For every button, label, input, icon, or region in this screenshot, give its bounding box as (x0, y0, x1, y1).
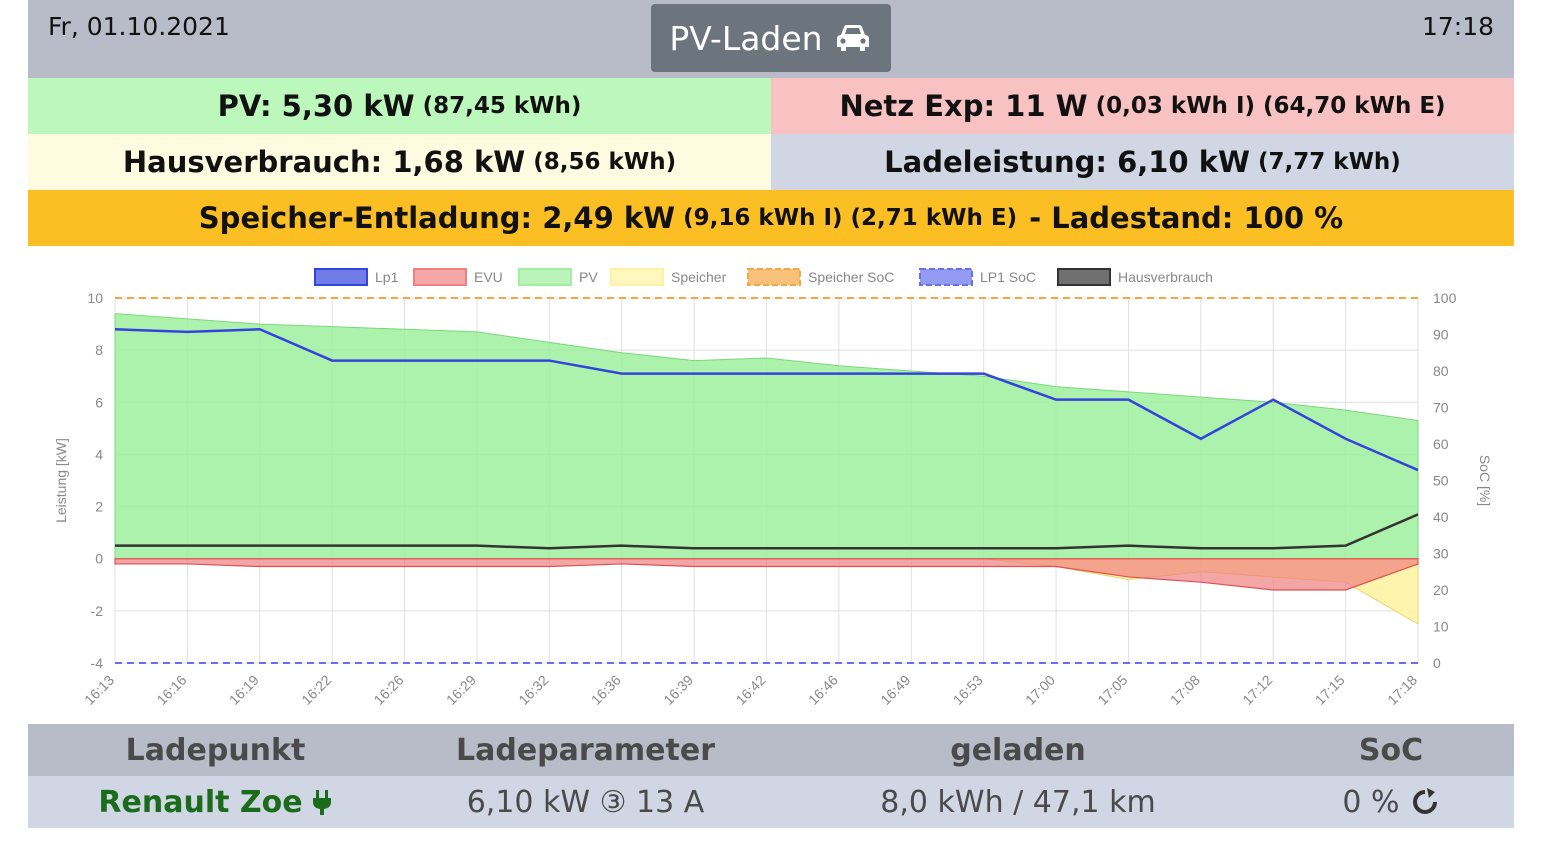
legend-label: PV (579, 269, 598, 285)
y2-tick-label: 50 (1433, 473, 1449, 489)
summary-row-2: Hausverbrauch: 1,68 kW (8,56 kWh) Ladele… (28, 134, 1514, 190)
charge-power: Ladeleistung: 6,10 kW (884, 145, 1250, 179)
legend-label: Speicher SoC (808, 269, 894, 285)
chargepoint-header: Ladepunkt Ladeparameter geladen SoC (28, 724, 1514, 776)
legend-swatch (919, 268, 973, 286)
y2-tick-label: 100 (1433, 290, 1457, 306)
y2-tick-label: 40 (1433, 509, 1449, 525)
header-bar: Fr, 01.10.2021 PV-Laden 17:18 (28, 0, 1514, 78)
battery-energy: (9,16 kWh I) (2,71 kWh E) (683, 205, 1018, 231)
x-tick-label: 17:18 (1384, 672, 1420, 708)
x-tick-label: 16:13 (81, 672, 117, 708)
legend-label: EVU (474, 269, 503, 285)
pv-energy: (87,45 kWh) (422, 93, 582, 119)
chargepoint-row[interactable]: Renault Zoe 6,10 kW ③ 13 A 8,0 kWh / 47,… (28, 776, 1514, 828)
x-tick-label: 17:15 (1312, 672, 1348, 708)
x-tick-label: 16:26 (371, 672, 407, 708)
charge-summary: Ladeleistung: 6,10 kW (7,77 kWh) (771, 134, 1514, 190)
x-tick-label: 16:39 (660, 672, 696, 708)
x-tick-label: 16:42 (733, 672, 769, 708)
pv-power: PV: 5,30 kW (217, 89, 415, 123)
power-chart[interactable]: 10 8 6 4 2 0 -2 -4 100 90 80 70 60 50 40 30 20 10 0 16:13 16… (28, 258, 1514, 720)
legend-label: LP1 SoC (980, 269, 1036, 285)
y2-tick-label: 20 (1433, 582, 1449, 598)
y-tick-label: 4 (95, 446, 103, 462)
x-tick-label: 17:00 (1022, 672, 1058, 708)
legend-swatch (518, 268, 572, 286)
pv-summary: PV: 5,30 kW (87,45 kWh) (28, 78, 771, 134)
charge-mode-label: PV-Laden (669, 18, 823, 58)
y-tick-label: -4 (91, 655, 104, 671)
car-icon (836, 25, 869, 51)
col-geladen: geladen (950, 732, 1086, 768)
time-display: 17:18 (1421, 12, 1494, 41)
series-area-evu (114, 558, 1419, 591)
y2-axis-title: SoC [%] (1477, 455, 1493, 506)
x-tick-label: 17:08 (1167, 672, 1203, 708)
grid-summary: Netz Exp: 11 W (0,03 kWh I) (64,70 kWh E… (771, 78, 1514, 134)
x-tick-label: 16:46 (805, 672, 841, 708)
battery-power: Speicher-Entladung: 2,49 kW (198, 201, 676, 235)
col-ladepunkt: Ladepunkt (125, 732, 306, 768)
y2-tick-label: 90 (1433, 327, 1449, 343)
y2-tick-label: 30 (1433, 546, 1449, 562)
col-soc: SoC (1358, 732, 1424, 768)
legend-label: Hausverbrauch (1118, 269, 1213, 285)
refresh-icon[interactable] (1410, 787, 1440, 817)
house-energy: (8,56 kWh) (533, 149, 677, 175)
y2-tick-label: 10 (1433, 619, 1449, 635)
soc-value: 0 % (1342, 784, 1400, 820)
charge-parameters: 6,10 kW ③ 13 A (466, 784, 705, 820)
series-area-pv (114, 313, 1419, 560)
series-line-hausverbrauch (115, 513, 1419, 550)
col-ladeparameter: Ladeparameter (455, 732, 716, 768)
legend-swatch (610, 268, 664, 286)
y-tick-label: 0 (95, 551, 103, 567)
y-axis-title: Leistung [kW] (53, 438, 69, 523)
y2-tick-label: 0 (1433, 655, 1441, 671)
legend-swatch (1057, 268, 1111, 286)
battery-level: - Ladestand: 100 % (1029, 201, 1344, 235)
charge-mode-button[interactable]: PV-Laden (651, 4, 891, 72)
grid-energy: (0,03 kWh I) (64,70 kWh E) (1095, 93, 1446, 119)
chargepoint-name: Renault Zoe (98, 784, 303, 820)
house-summary: Hausverbrauch: 1,68 kW (8,56 kWh) (28, 134, 771, 190)
x-tick-label: 16:53 (950, 672, 986, 708)
x-tick-label: 16:36 (588, 672, 624, 708)
legend-label: Lp1 (375, 269, 399, 285)
chargepoint-name-button[interactable]: Renault Zoe (28, 776, 403, 828)
x-tick-label: 17:12 (1239, 672, 1275, 708)
series-line-lp1 (114, 328, 1419, 472)
y-tick-label: -2 (91, 603, 104, 619)
date-display: Fr, 01.10.2021 (48, 12, 230, 41)
x-tick-label: 16:32 (515, 672, 551, 708)
summary-row-1: PV: 5,30 kW (87,45 kWh) Netz Exp: 11 W (… (28, 78, 1514, 134)
x-tick-label: 16:22 (298, 672, 334, 708)
legend-swatch (314, 268, 368, 286)
legend-label: Speicher (671, 269, 727, 285)
x-tick-label: 16:29 (443, 672, 479, 708)
house-power: Hausverbrauch: 1,68 kW (122, 145, 526, 179)
x-tick-label: 16:49 (877, 672, 913, 708)
x-tick-label: 16:16 (153, 672, 189, 708)
x-tick-label: 17:05 (1094, 672, 1130, 708)
plug-icon (312, 790, 331, 815)
charge-energy: (7,77 kWh) (1258, 149, 1401, 175)
legend-swatch (413, 268, 467, 286)
y-tick-label: 10 (87, 290, 103, 306)
charged-amount: 8,0 kWh / 47,1 km (880, 784, 1156, 820)
y2-tick-label: 80 (1433, 363, 1449, 379)
y-tick-label: 8 (95, 342, 103, 358)
battery-summary: Speicher-Entladung: 2,49 kW (9,16 kWh I)… (28, 190, 1514, 246)
grid-power: Netz Exp: 11 W (839, 89, 1088, 123)
legend-swatch (747, 268, 801, 286)
y2-tick-label: 70 (1433, 400, 1449, 416)
soc-cell: 0 % (1268, 776, 1514, 828)
y-tick-label: 2 (95, 499, 103, 515)
x-tick-label: 16:19 (226, 672, 262, 708)
y-tick-label: 6 (95, 394, 103, 410)
summary-row-3: Speicher-Entladung: 2,49 kW (9,16 kWh I)… (28, 190, 1514, 246)
y2-tick-label: 60 (1433, 436, 1449, 452)
